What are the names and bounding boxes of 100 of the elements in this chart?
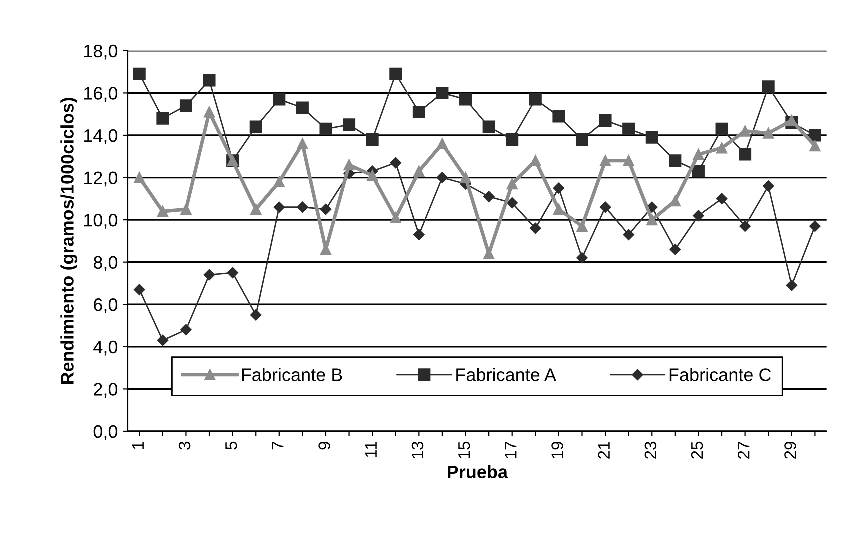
point bbox=[810, 140, 821, 152]
point bbox=[343, 118, 356, 132]
point bbox=[600, 155, 612, 166]
point bbox=[204, 269, 216, 281]
x-tick-label: 29 bbox=[784, 442, 796, 459]
point bbox=[482, 120, 496, 134]
point bbox=[506, 198, 518, 209]
point bbox=[530, 155, 542, 166]
point bbox=[250, 310, 262, 321]
point bbox=[296, 102, 309, 114]
x-tick-label: 15 bbox=[458, 442, 470, 458]
point bbox=[670, 195, 681, 207]
point bbox=[740, 126, 751, 137]
point bbox=[273, 93, 286, 106]
point bbox=[227, 267, 238, 279]
point bbox=[483, 191, 495, 202]
point bbox=[414, 166, 425, 177]
point bbox=[646, 214, 658, 226]
point bbox=[250, 204, 262, 216]
point bbox=[553, 204, 565, 216]
x-tick-label: 1 bbox=[132, 442, 144, 450]
y-tick-label: 4,0 bbox=[94, 340, 118, 356]
y-tick-label: 2,0 bbox=[94, 383, 118, 398]
point bbox=[156, 112, 170, 125]
point bbox=[390, 157, 402, 169]
point bbox=[553, 182, 565, 194]
x-tick-label: 23 bbox=[644, 442, 657, 459]
point bbox=[576, 220, 588, 232]
point bbox=[320, 122, 332, 136]
point bbox=[599, 114, 612, 127]
point bbox=[390, 68, 402, 80]
x-tick-label: 3 bbox=[178, 442, 191, 450]
x-axis-title: Prueba bbox=[448, 465, 508, 479]
point bbox=[692, 165, 705, 178]
point bbox=[366, 133, 379, 146]
point bbox=[180, 204, 192, 216]
point bbox=[623, 229, 634, 240]
point bbox=[367, 170, 378, 182]
point bbox=[203, 74, 216, 87]
y-tick-label: 0,0 bbox=[94, 425, 118, 440]
point bbox=[157, 206, 168, 218]
point bbox=[436, 172, 448, 184]
point bbox=[740, 220, 751, 232]
point bbox=[786, 115, 798, 126]
point bbox=[600, 202, 612, 213]
point bbox=[436, 86, 449, 100]
point bbox=[716, 122, 728, 136]
point bbox=[810, 220, 821, 232]
point bbox=[669, 154, 682, 168]
point bbox=[344, 160, 355, 171]
y-axis-title: Rendimiento (gramos/1000ciclos) bbox=[60, 98, 78, 384]
y-tick-label: 18,0 bbox=[84, 44, 118, 60]
point bbox=[739, 148, 752, 161]
y-tick-label: 16,0 bbox=[84, 87, 118, 102]
point bbox=[180, 324, 192, 336]
point bbox=[622, 122, 636, 136]
point bbox=[250, 120, 262, 134]
point bbox=[506, 178, 518, 190]
x-tick-label: 7 bbox=[272, 442, 284, 450]
legend-label: Fabricante A bbox=[456, 368, 556, 382]
x-tick-label: 27 bbox=[738, 442, 750, 459]
point bbox=[763, 128, 774, 139]
point bbox=[157, 334, 169, 346]
point bbox=[134, 284, 146, 296]
legend-label: Fabricante B bbox=[242, 368, 342, 382]
point bbox=[576, 252, 588, 264]
y-tick-label: 6,0 bbox=[94, 298, 118, 314]
point bbox=[274, 176, 285, 188]
point bbox=[274, 202, 286, 213]
legend-label: Fabricante C bbox=[670, 368, 772, 382]
point bbox=[716, 142, 728, 154]
x-tick-label: 19 bbox=[552, 442, 564, 458]
point bbox=[204, 106, 216, 118]
point bbox=[180, 100, 192, 112]
point bbox=[693, 148, 704, 160]
point bbox=[414, 229, 425, 240]
point bbox=[693, 210, 704, 222]
point bbox=[297, 202, 308, 213]
point bbox=[460, 93, 472, 106]
x-tick-label: 11 bbox=[365, 442, 377, 458]
point bbox=[576, 133, 588, 146]
x-tick-label: 25 bbox=[691, 442, 704, 459]
point bbox=[716, 193, 728, 205]
point bbox=[786, 280, 798, 292]
y-tick-label: 8,0 bbox=[94, 256, 118, 272]
y-tick-label: 14,0 bbox=[84, 129, 118, 144]
point bbox=[670, 244, 682, 256]
point bbox=[552, 110, 566, 123]
point bbox=[484, 248, 495, 260]
y-tick-label: 12,0 bbox=[84, 172, 118, 187]
x-tick-label: 17 bbox=[505, 442, 517, 458]
point bbox=[460, 172, 472, 184]
y-tick-label: 10,0 bbox=[84, 214, 118, 229]
point bbox=[530, 222, 542, 234]
x-tick-label: 9 bbox=[318, 442, 330, 450]
point bbox=[623, 155, 634, 166]
point bbox=[808, 129, 822, 142]
point bbox=[412, 106, 426, 118]
point bbox=[320, 204, 332, 216]
point bbox=[390, 212, 402, 224]
